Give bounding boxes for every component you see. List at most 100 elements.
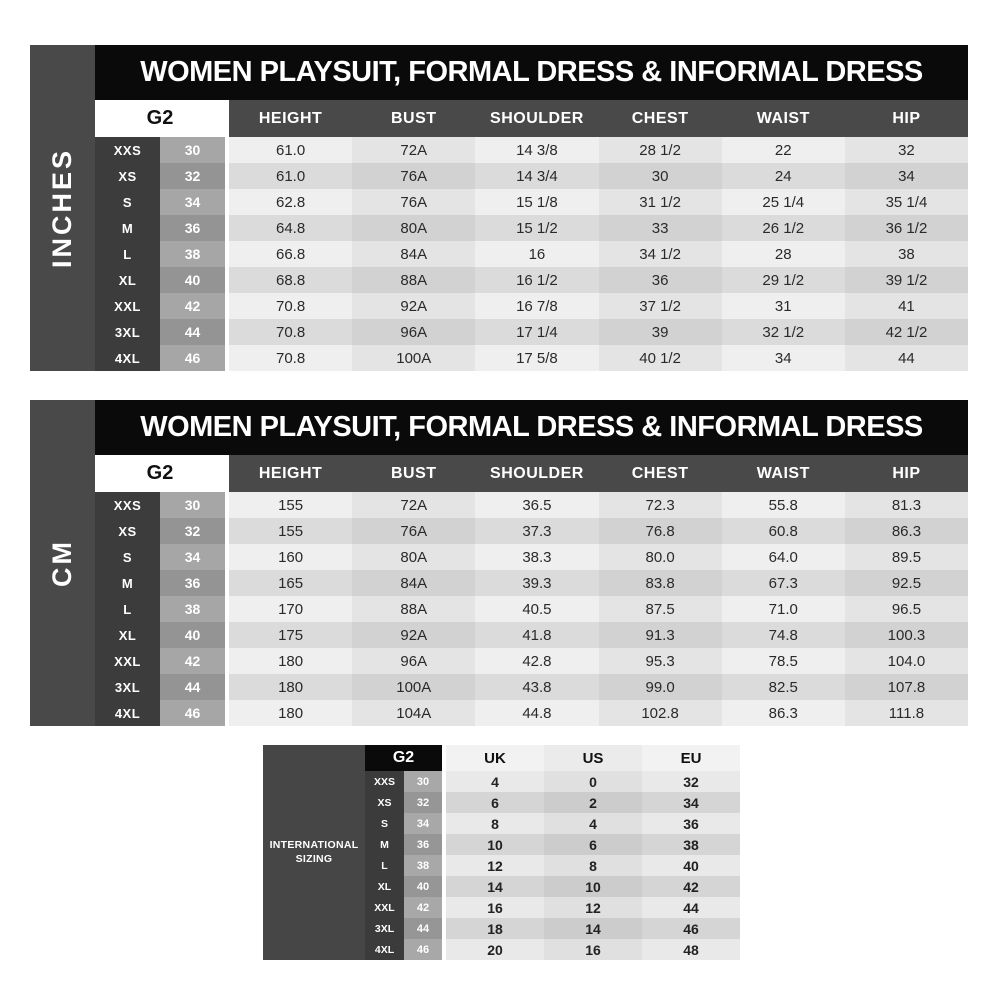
column-header-us: US (544, 745, 642, 771)
column-gutter (225, 570, 229, 596)
value-cell-hip: 44 (844, 345, 969, 371)
size-label: XL (95, 622, 160, 648)
value-cell-eu: 42 (642, 876, 740, 897)
table-rows: XXS 30 4 0 32 XS 32 6 2 34 S 34 8 4 36 M 36 10 6 38 L 38 12 8 40… (365, 771, 740, 960)
g2-size-number: 42 (404, 897, 442, 918)
value-cell-chest: 40 1/2 (598, 345, 722, 371)
size-label: XXS (95, 137, 160, 163)
row-values: 62.8 76A 15 1/8 31 1/2 25 1/4 35 1/4 (229, 189, 969, 215)
value-cell-height: 61.0 (229, 137, 353, 163)
column-gutter (442, 918, 446, 939)
value-cell-bust: 104A (352, 700, 476, 726)
value-cell-chest: 33 (598, 215, 722, 241)
size-label: XS (365, 792, 404, 813)
value-cell-chest: 30 (598, 163, 722, 189)
value-cell-chest: 28 1/2 (598, 137, 722, 163)
value-cell-chest: 83.8 (598, 570, 722, 596)
value-cell-us: 2 (544, 792, 642, 813)
size-label: XL (95, 267, 160, 293)
g2-size-number: 42 (160, 293, 225, 319)
row-values: 175 92A 41.8 91.3 74.8 100.3 (229, 622, 969, 648)
size-row-3xl: 3XL 44 180 100A 43.8 99.0 82.5 107.8 (95, 674, 969, 700)
g2-size-number: 30 (404, 771, 442, 792)
column-header-hip: HIP (892, 109, 921, 127)
value-cell-shoulder: 44.8 (475, 700, 599, 726)
size-label: XS (95, 163, 160, 189)
table-body: WOMEN PLAYSUIT, FORMAL DRESS & INFORMAL … (95, 400, 969, 726)
value-cell-eu: 44 (642, 897, 740, 918)
column-gutter (225, 319, 229, 345)
column-header-height: HEIGHT (258, 464, 323, 482)
value-cell-height: 160 (229, 544, 353, 570)
column-header-eu: EU (680, 749, 702, 767)
value-cell-us: 14 (544, 918, 642, 939)
size-label: M (95, 215, 160, 241)
value-cell-hip: 104.0 (844, 648, 969, 674)
value-cell-eu: 40 (642, 855, 740, 876)
value-cell-waist: 29 1/2 (721, 267, 845, 293)
value-cell-height: 180 (229, 648, 353, 674)
g2-size-number: 40 (160, 622, 225, 648)
value-cell-hip: 36 1/2 (844, 215, 969, 241)
value-cell-chest: 91.3 (598, 622, 722, 648)
value-cell-waist: 31 (721, 293, 845, 319)
value-cell-shoulder: 42.8 (475, 648, 599, 674)
value-cell-chest: 31 1/2 (598, 189, 722, 215)
value-cell-height: 180 (229, 674, 353, 700)
value-cell-us: 0 (544, 771, 642, 792)
size-label: 3XL (95, 674, 160, 700)
value-cell-bust: 76A (352, 163, 476, 189)
value-cell-eu: 36 (642, 813, 740, 834)
column-gutter (442, 897, 446, 918)
value-cell-uk: 18 (446, 918, 544, 939)
table-body: G2 UK US EU XXS 30 4 0 32 XS 32 6 2 34 S 34 8 4 36 M 36 10 6… (365, 745, 740, 960)
row-values: 16 12 44 (446, 897, 740, 918)
size-row-s: S 34 160 80A 38.3 80.0 64.0 89.5 (95, 544, 969, 570)
column-gutter (225, 241, 229, 267)
value-cell-chest: 36 (598, 267, 722, 293)
g2-size-number: 32 (160, 163, 225, 189)
value-cell-shoulder: 37.3 (475, 518, 599, 544)
value-cell-chest: 34 1/2 (598, 241, 722, 267)
value-cell-waist: 24 (721, 163, 845, 189)
row-values: 4 0 32 (446, 771, 740, 792)
column-gutter (225, 189, 229, 215)
column-header-height: HEIGHT (258, 109, 323, 127)
size-row-xxl: XXL 42 70.8 92A 16 7/8 37 1/2 31 41 (95, 293, 969, 319)
measure-header-group: HEIGHT BUST SHOULDER CHEST WAIST HIP (229, 100, 968, 137)
value-cell-bust: 88A (352, 596, 476, 622)
size-row-4xl: 4XL 46 20 16 48 (365, 939, 740, 960)
column-header-shoulder: SHOULDER (490, 109, 584, 127)
value-cell-us: 8 (544, 855, 642, 876)
value-cell-hip: 111.8 (844, 700, 969, 726)
column-gutter (442, 855, 446, 876)
size-label: M (365, 834, 404, 855)
g2-size-number: 32 (160, 518, 225, 544)
international-sizing-label: INTERNATIONAL SIZING (263, 745, 365, 960)
value-cell-eu: 46 (642, 918, 740, 939)
value-cell-us: 12 (544, 897, 642, 918)
size-label: 4XL (365, 939, 404, 960)
value-cell-hip: 39 1/2 (844, 267, 969, 293)
value-cell-hip: 81.3 (844, 492, 969, 518)
value-cell-eu: 32 (642, 771, 740, 792)
value-cell-shoulder: 14 3/4 (475, 163, 599, 189)
size-label: XS (95, 518, 160, 544)
value-cell-height: 62.8 (229, 189, 353, 215)
size-label: L (365, 855, 404, 876)
row-values: 180 104A 44.8 102.8 86.3 111.8 (229, 700, 969, 726)
column-header-hip: HIP (892, 464, 921, 482)
value-cell-waist: 74.8 (721, 622, 845, 648)
column-header-uk: UK (484, 749, 506, 767)
value-cell-waist: 22 (721, 137, 845, 163)
size-row-xxs: XXS 30 4 0 32 (365, 771, 740, 792)
value-cell-waist: 67.3 (721, 570, 845, 596)
value-cell-us: 6 (544, 834, 642, 855)
size-row-s: S 34 8 4 36 (365, 813, 740, 834)
g2-size-number: 30 (160, 492, 225, 518)
value-cell-bust: 72A (352, 137, 476, 163)
value-cell-bust: 84A (352, 241, 476, 267)
measure-header-group: HEIGHT BUST SHOULDER CHEST WAIST HIP (229, 455, 968, 492)
g2-size-number: 44 (160, 319, 225, 345)
size-label: S (95, 189, 160, 215)
